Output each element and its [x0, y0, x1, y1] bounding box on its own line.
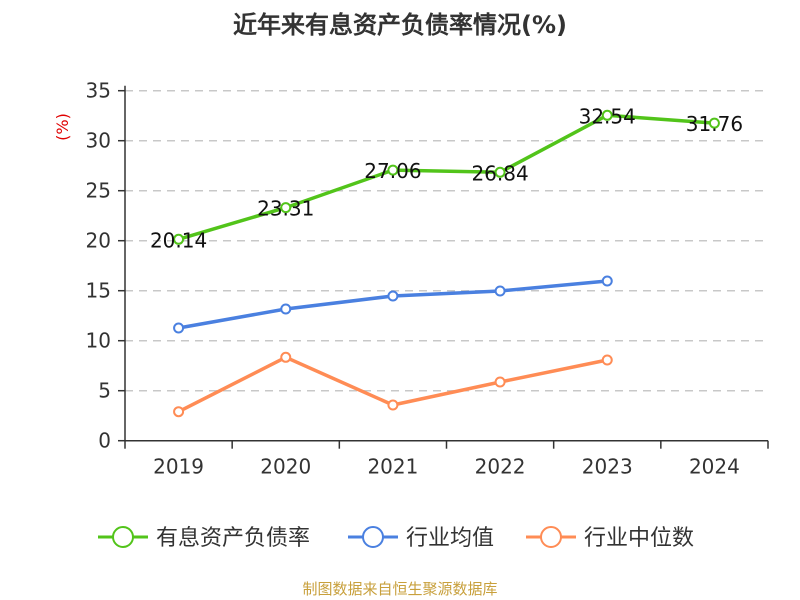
y-tick-label: 10: [86, 329, 111, 353]
x-tick-label: 2020: [260, 455, 311, 479]
data-label: 32.54: [579, 104, 636, 128]
legend-label: 行业均值: [406, 526, 494, 551]
legend-label: 行业中位数: [584, 526, 694, 551]
data-label: 31.76: [686, 112, 743, 136]
data-point: [387, 290, 399, 302]
y-tick-label: 0: [98, 429, 111, 453]
data-point: [494, 376, 506, 388]
legend-marker: [540, 526, 562, 548]
y-tick-label: 5: [98, 379, 111, 403]
x-tick-label: 2022: [475, 455, 526, 479]
y-tick-label: 30: [86, 129, 111, 153]
data-point: [173, 233, 185, 245]
legend-marker: [112, 526, 134, 548]
data-point: [280, 351, 292, 363]
x-tick-label: 2023: [582, 455, 633, 479]
legend-label: 有息资产负债率: [156, 526, 310, 551]
data-point: [173, 406, 185, 418]
data-label: 27.06: [364, 159, 421, 183]
data-label: 23.31: [257, 197, 314, 221]
legend-marker: [362, 526, 384, 548]
chart-title: 近年来有息资产负债率情况(%): [233, 11, 567, 39]
data-point: [494, 285, 506, 297]
data-point: [601, 109, 613, 121]
data-point: [280, 202, 292, 214]
source-note: 制图数据来自恒生聚源数据库: [302, 580, 497, 598]
data-point: [708, 117, 720, 129]
data-point: [601, 354, 613, 366]
y-axis-label: (%): [53, 113, 72, 141]
series-line: [178, 279, 608, 330]
data-point: [173, 322, 185, 334]
data-label: 26.84: [471, 161, 528, 185]
data-point: [494, 166, 506, 178]
y-tick-label: 25: [86, 179, 111, 203]
data-point: [280, 303, 292, 315]
y-tick-label: 20: [86, 229, 111, 253]
data-label: 20.14: [150, 228, 207, 252]
data-point: [387, 164, 399, 176]
y-tick-label: 35: [86, 79, 111, 103]
y-tick-label: 15: [86, 279, 111, 303]
data-point: [601, 275, 613, 287]
x-tick-label: 2019: [153, 455, 204, 479]
data-point: [387, 399, 399, 411]
series-line: [178, 113, 715, 241]
x-tick-label: 2021: [367, 455, 418, 479]
x-tick-label: 2024: [689, 455, 740, 479]
